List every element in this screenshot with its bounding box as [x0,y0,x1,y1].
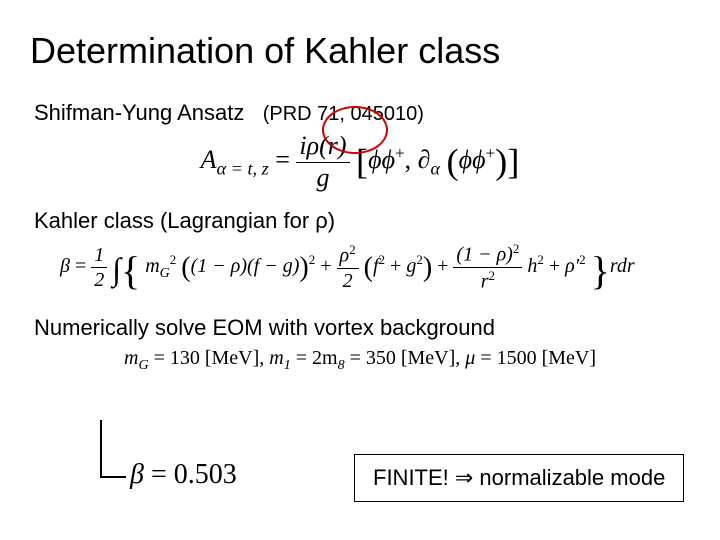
equation-lagrangian: β = 12 ∫{ mG2 ((1 − ρ)(f − g))2 + ρ22 (f… [60,242,690,293]
equation-beta-result: β = 0.503 [130,460,237,491]
section1-heading: Shifman-Yung Ansatz (PRD 71, 045010) [34,100,690,126]
connector-vert [100,420,102,478]
callout-finite: FINITE! ⇒ normalizable mode [354,454,684,502]
eq1-content: Aα = t, z = iρ(r) g [ϕϕ+, ∂α (ϕϕ+)] [201,132,520,192]
equation-masses: mG = 130 [MeV], m1 = 2m8 = 350 [MeV], μ … [30,347,690,373]
equation-ansatz: Aα = t, z = iρ(r) g [ϕϕ+, ∂α (ϕϕ+)] [30,132,690,192]
slide-title: Determination of Kahler class [30,30,690,72]
callout-text: FINITE! ⇒ normalizable mode [373,465,665,490]
eq2-content: β = 12 ∫{ mG2 ((1 − ρ)(f − g))2 + ρ22 (f… [60,242,635,293]
ansatz-label: Shifman-Yung Ansatz [34,100,244,125]
section2-heading: Kahler class (Lagrangian for ρ) [34,208,690,234]
connector-horiz [100,476,126,478]
eq4-content: β = 0.503 [130,460,237,491]
ansatz-ref: (PRD 71, 045010) [263,103,424,125]
eq3-content: mG = 130 [MeV], m1 = 2m8 = 350 [MeV], μ … [124,347,596,373]
section3-heading: Numerically solve EOM with vortex backgr… [34,315,690,341]
